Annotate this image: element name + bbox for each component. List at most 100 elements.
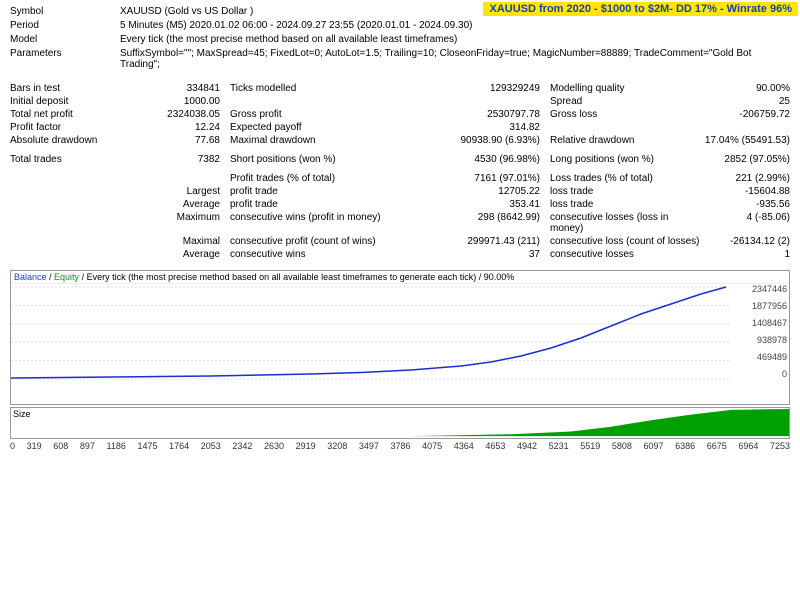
stat-row: Averageconsecutive wins37consecutive los… — [10, 249, 790, 260]
stat-row: Largestprofit trade12705.22loss trade-15… — [10, 186, 790, 197]
stat-row: Averageprofit trade353.41loss trade-935.… — [10, 199, 790, 210]
stat-cell: Loss trades (% of total) — [550, 173, 700, 184]
stat-cell: Expected payoff — [230, 122, 430, 133]
period-value: 5 Minutes (M5) 2020.01.02 06:00 - 2024.0… — [120, 20, 790, 31]
size-svg — [11, 408, 789, 438]
stat-cell: 12705.22 — [430, 186, 550, 197]
stat-cell — [700, 122, 790, 133]
stat-cell — [430, 96, 550, 107]
stat-row: Total trades7382Short positions (won %)4… — [10, 154, 790, 165]
stat-cell: Largest — [140, 186, 230, 197]
y-label: 938978 — [737, 335, 787, 345]
stat-cell: -935.56 — [700, 199, 790, 210]
stat-cell: 334841 — [140, 83, 230, 94]
stat-cell: Profit factor — [10, 122, 140, 133]
stat-cell: Total net profit — [10, 109, 140, 120]
stat-cell: Profit trades (% of total) — [230, 173, 430, 184]
x-label: 6675 — [707, 441, 727, 451]
x-label: 3786 — [390, 441, 410, 451]
balance-chart: Balance / Equity / Every tick (the most … — [10, 270, 790, 405]
stat-cell: Initial deposit — [10, 96, 140, 107]
stat-cell: Ticks modelled — [230, 83, 430, 94]
stat-cell: 2852 (97.05%) — [700, 154, 790, 165]
y-label: 1877956 — [737, 301, 787, 311]
stat-row: Profit trades (% of total)7161 (97.01%)L… — [10, 173, 790, 184]
stats-section: Bars in test334841Ticks modelled12932924… — [0, 75, 800, 266]
params-value: SuffixSymbol=""; MaxSpread=45; FixedLot=… — [120, 48, 790, 70]
banner-symbol: XAUUSD — [489, 3, 535, 15]
x-axis-labels: 0319608897118614751764205323422630291932… — [10, 439, 790, 451]
stat-cell — [10, 199, 140, 210]
x-label: 2053 — [201, 441, 221, 451]
banner: XAUUSD from 2020 - $1000 to $2M- DD 17% … — [483, 2, 798, 16]
x-label: 1186 — [106, 441, 125, 451]
model-value: Every tick (the most precise method base… — [120, 34, 790, 45]
stat-cell: loss trade — [550, 199, 700, 210]
stat-cell: consecutive losses (loss in money) — [550, 212, 700, 234]
stat-cell: Short positions (won %) — [230, 154, 430, 165]
x-label: 3497 — [359, 441, 379, 451]
stat-cell: 77.68 — [140, 135, 230, 146]
stat-cell — [10, 249, 140, 260]
x-label: 4942 — [517, 441, 537, 451]
stat-cell: Absolute drawdown — [10, 135, 140, 146]
stat-cell: 4530 (96.98%) — [430, 154, 550, 165]
stat-row: Total net profit2324038.05Gross profit25… — [10, 109, 790, 120]
stat-cell: 7382 — [140, 154, 230, 165]
x-label: 6964 — [738, 441, 758, 451]
stat-cell: 1 — [700, 249, 790, 260]
stat-cell: consecutive losses — [550, 249, 700, 260]
stat-cell: 90938.90 (6.93%) — [430, 135, 550, 146]
params-label: Parameters — [10, 48, 120, 59]
x-label: 0 — [10, 441, 15, 451]
x-label: 7253 — [770, 441, 790, 451]
x-label: 897 — [80, 441, 95, 451]
chart-header: Balance / Equity / Every tick (the most … — [11, 271, 789, 284]
stat-cell: Average — [140, 249, 230, 260]
stat-row: Maximalconsecutive profit (count of wins… — [10, 236, 790, 247]
stat-cell: 2324038.05 — [140, 109, 230, 120]
y-label: 0 — [737, 369, 787, 379]
stat-cell: loss trade — [550, 186, 700, 197]
stat-cell: 298 (8642.99) — [430, 212, 550, 234]
stat-cell: -26134.12 (2) — [700, 236, 790, 247]
x-label: 4653 — [485, 441, 505, 451]
stat-cell: consecutive loss (count of losses) — [550, 236, 700, 247]
stat-cell: Maximal drawdown — [230, 135, 430, 146]
y-label: 1408467 — [737, 318, 787, 328]
chart-equity-label: Equity — [54, 272, 79, 282]
stat-cell: consecutive wins — [230, 249, 430, 260]
x-label: 2630 — [264, 441, 284, 451]
period-label: Period — [10, 20, 120, 31]
stat-cell: 1000.00 — [140, 96, 230, 107]
stat-cell: Modelling quality — [550, 83, 700, 94]
stat-cell: 221 (2.99%) — [700, 173, 790, 184]
size-chart: Size — [10, 407, 790, 439]
stat-cell: profit trade — [230, 199, 430, 210]
model-label: Model — [10, 34, 120, 45]
x-label: 6386 — [675, 441, 695, 451]
stat-cell: Total trades — [10, 154, 140, 165]
stat-cell: Long positions (won %) — [550, 154, 700, 165]
stat-cell: 2530797.78 — [430, 109, 550, 120]
stat-cell: Relative drawdown — [550, 135, 700, 146]
x-label: 1764 — [169, 441, 189, 451]
stat-row: Profit factor12.24Expected payoff314.82 — [10, 122, 790, 133]
chart-svg — [11, 284, 731, 399]
stat-cell: -206759.72 — [700, 109, 790, 120]
stat-cell: 12.24 — [140, 122, 230, 133]
stat-cell: 314.82 — [430, 122, 550, 133]
stat-cell — [10, 173, 140, 184]
y-label: 2347446 — [737, 284, 787, 294]
stat-cell: profit trade — [230, 186, 430, 197]
y-axis-labels: 2347446187795614084679389784694890 — [737, 284, 787, 379]
x-label: 6097 — [643, 441, 663, 451]
stat-cell: 129329249 — [430, 83, 550, 94]
stat-cell: -15604.88 — [700, 186, 790, 197]
stat-cell: Spread — [550, 96, 700, 107]
stat-cell: 4 (-85.06) — [700, 212, 790, 234]
stat-cell — [140, 173, 230, 184]
stat-cell — [10, 186, 140, 197]
stat-cell: Maximal — [140, 236, 230, 247]
x-label: 5808 — [612, 441, 632, 451]
